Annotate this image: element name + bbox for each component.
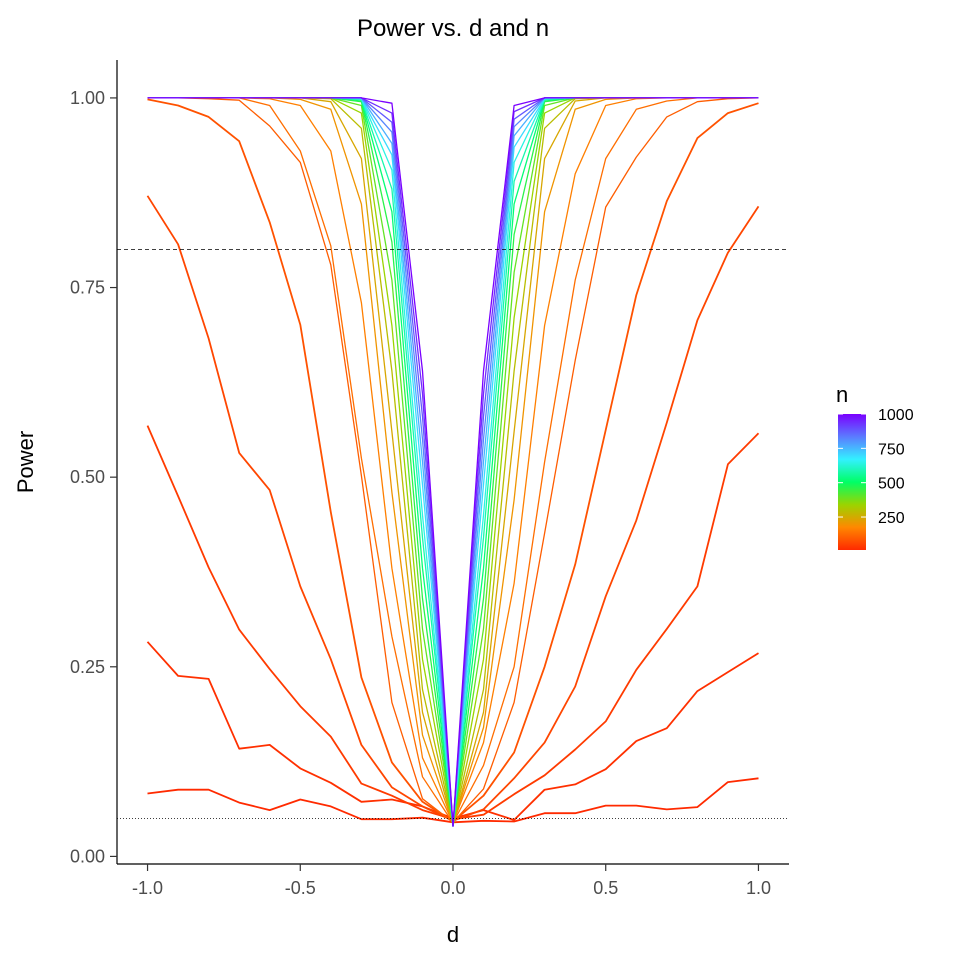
- y-axis-ticks: 0.00 0.25 0.50 0.75 1.00: [70, 88, 117, 866]
- x-tick-label: 1.0: [746, 878, 771, 898]
- x-axis-title: d: [447, 922, 459, 947]
- x-tick-label: -1.0: [132, 878, 163, 898]
- legend-title: n: [836, 382, 848, 407]
- legend-tick-label: 750: [878, 441, 905, 458]
- y-axis-title: Power: [13, 431, 38, 493]
- x-axis-ticks: -1.0 -0.5 0.0 0.5 1.0: [132, 864, 771, 898]
- legend-tick-label: 250: [878, 510, 905, 527]
- y-tick-label: 0.50: [70, 467, 105, 487]
- legend-colorbar: [838, 414, 866, 550]
- legend-ticks: 250 500 750 1000: [838, 407, 914, 527]
- y-tick-label: 1.00: [70, 88, 105, 108]
- chart-title: Power vs. d and n: [357, 15, 549, 42]
- x-tick-label: -0.5: [285, 878, 316, 898]
- x-tick-label: 0.0: [440, 878, 465, 898]
- y-tick-label: 0.75: [70, 278, 105, 298]
- x-tick-label: 0.5: [593, 878, 618, 898]
- legend: n 250 500 750 1000: [836, 382, 914, 550]
- y-tick-label: 0.00: [70, 846, 105, 866]
- series-line-n1000: [147, 97, 759, 827]
- series-lines: [146, 97, 760, 827]
- legend-tick-label: 500: [878, 476, 905, 493]
- legend-tick-label: 1000: [878, 407, 914, 424]
- y-tick-label: 0.25: [70, 657, 105, 677]
- reference-lines: [117, 249, 789, 819]
